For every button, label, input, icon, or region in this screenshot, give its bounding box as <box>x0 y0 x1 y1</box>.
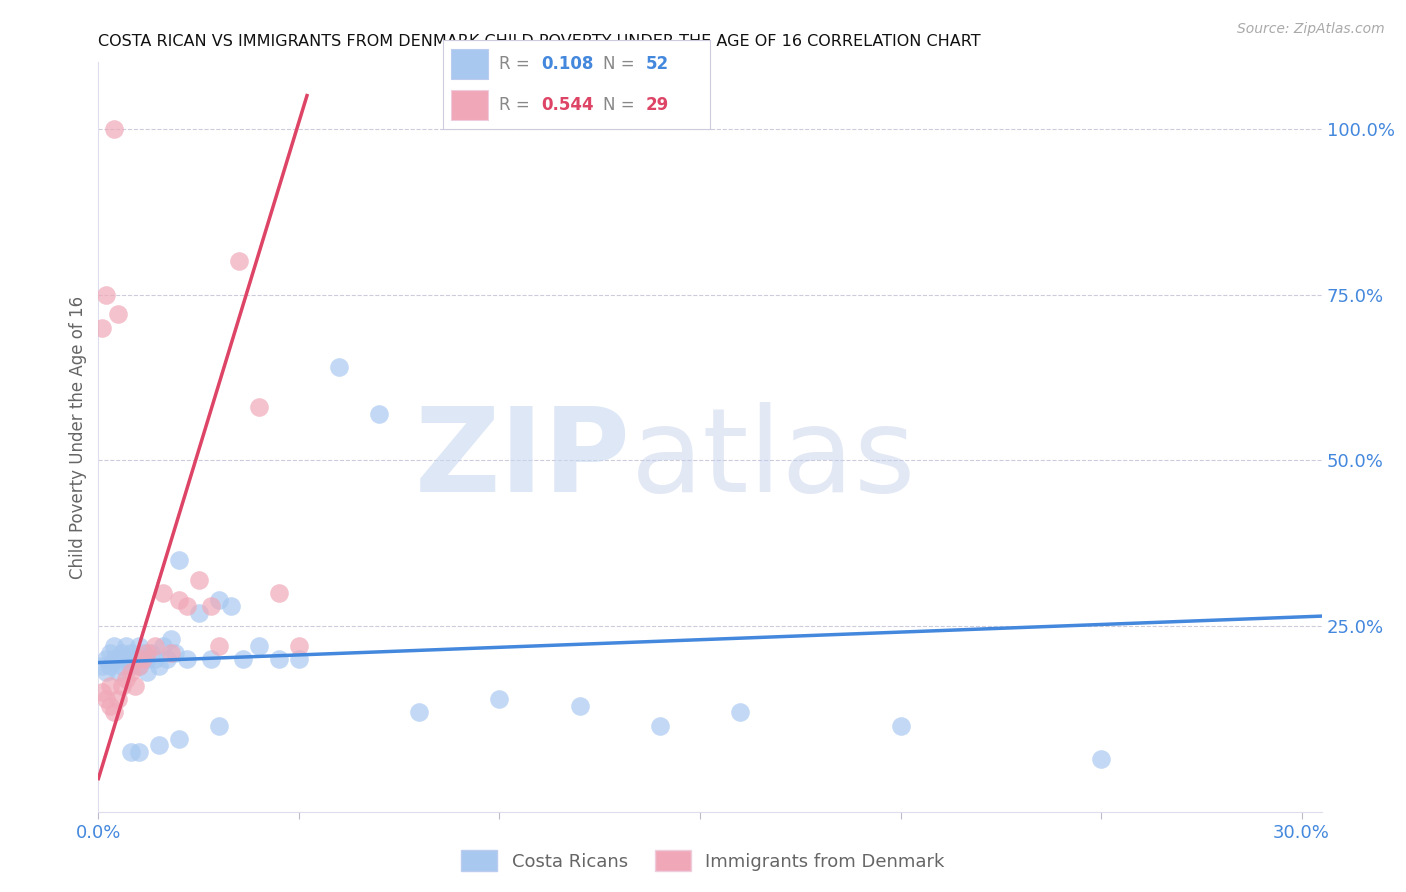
Point <box>103 705 125 719</box>
Point <box>124 652 146 666</box>
Point <box>1090 752 1112 766</box>
Point <box>96 287 118 301</box>
Point <box>187 606 209 620</box>
Text: 52: 52 <box>645 55 669 73</box>
Point <box>208 592 231 607</box>
Point <box>568 698 591 713</box>
Point <box>128 745 150 759</box>
Point <box>131 646 153 660</box>
Point <box>143 652 166 666</box>
Point <box>120 665 142 680</box>
Point <box>100 658 122 673</box>
Point <box>368 407 391 421</box>
Point <box>152 586 174 600</box>
Point <box>111 646 134 660</box>
Point <box>728 705 751 719</box>
Point <box>208 639 231 653</box>
Point <box>128 658 150 673</box>
Point <box>115 672 138 686</box>
Point <box>135 646 157 660</box>
Point <box>131 652 153 666</box>
Point <box>267 586 290 600</box>
Point <box>167 731 190 746</box>
Y-axis label: Child Poverty Under the Age of 16: Child Poverty Under the Age of 16 <box>69 295 87 579</box>
Point <box>167 553 190 567</box>
Point <box>128 658 150 673</box>
Point <box>288 652 311 666</box>
Point <box>167 592 190 607</box>
Text: R =: R = <box>499 55 536 73</box>
Text: ZIP: ZIP <box>415 402 630 517</box>
Point <box>148 739 170 753</box>
Point <box>176 652 198 666</box>
Point <box>96 692 118 706</box>
Point <box>208 718 231 732</box>
Point <box>488 692 510 706</box>
Point <box>120 658 142 673</box>
Point <box>124 679 146 693</box>
Point <box>176 599 198 614</box>
Point <box>148 658 170 673</box>
Point <box>163 646 186 660</box>
Bar <box>451 90 488 120</box>
Point <box>135 652 157 666</box>
Point <box>100 646 122 660</box>
Point <box>100 679 122 693</box>
Point <box>408 705 430 719</box>
Point <box>100 698 122 713</box>
Text: COSTA RICAN VS IMMIGRANTS FROM DENMARK CHILD POVERTY UNDER THE AGE OF 16 CORRELA: COSTA RICAN VS IMMIGRANTS FROM DENMARK C… <box>98 34 981 49</box>
Point <box>200 652 222 666</box>
Point <box>120 745 142 759</box>
Point <box>152 639 174 653</box>
Point <box>228 254 250 268</box>
Text: atlas: atlas <box>630 402 915 517</box>
Point <box>91 685 114 699</box>
Point <box>139 646 162 660</box>
Point <box>128 639 150 653</box>
Point <box>159 632 181 647</box>
Point <box>96 652 118 666</box>
Point <box>155 652 177 666</box>
Point <box>187 573 209 587</box>
Point <box>91 658 114 673</box>
Point <box>96 665 118 680</box>
Point <box>135 665 157 680</box>
Point <box>247 401 270 415</box>
Point <box>200 599 222 614</box>
Point <box>103 639 125 653</box>
Point <box>103 121 125 136</box>
Point <box>247 639 270 653</box>
Text: N =: N = <box>603 96 640 114</box>
Point <box>107 692 129 706</box>
Point <box>107 652 129 666</box>
Point <box>115 639 138 653</box>
Point <box>111 679 134 693</box>
Point <box>107 307 129 321</box>
Point <box>219 599 242 614</box>
Point <box>232 652 254 666</box>
Point <box>328 360 350 375</box>
Point <box>91 320 114 334</box>
Text: 29: 29 <box>645 96 669 114</box>
Text: R =: R = <box>499 96 536 114</box>
Bar <box>451 49 488 79</box>
Legend: Costa Ricans, Immigrants from Denmark: Costa Ricans, Immigrants from Denmark <box>454 843 952 879</box>
Point <box>107 665 129 680</box>
Point <box>115 652 138 666</box>
Point <box>267 652 290 666</box>
Point <box>889 718 911 732</box>
Point <box>288 639 311 653</box>
Text: Source: ZipAtlas.com: Source: ZipAtlas.com <box>1237 22 1385 37</box>
Point <box>111 658 134 673</box>
Text: 0.108: 0.108 <box>541 55 595 73</box>
Point <box>648 718 671 732</box>
Text: N =: N = <box>603 55 640 73</box>
Point <box>120 646 142 660</box>
Point <box>159 646 181 660</box>
Point <box>103 652 125 666</box>
Text: 0.544: 0.544 <box>541 96 595 114</box>
Point <box>143 639 166 653</box>
